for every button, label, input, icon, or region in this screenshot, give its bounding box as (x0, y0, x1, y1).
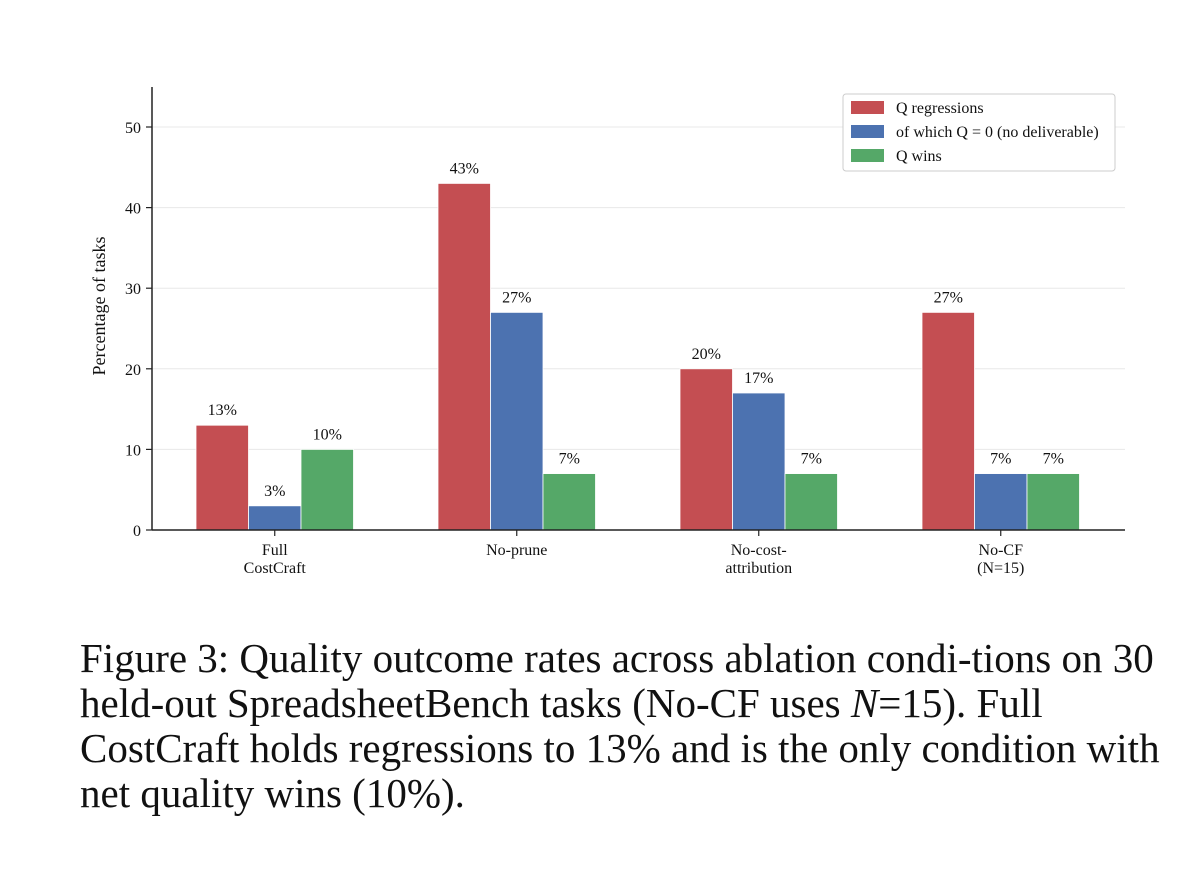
bar (248, 505, 302, 531)
bar-value-label: 10% (313, 426, 342, 443)
x-tick-label: No-cost- (731, 542, 787, 559)
figure-caption: Figure 3: Quality outcome rates across a… (80, 636, 1160, 816)
bar (679, 368, 733, 531)
x-tick-label: No-prune (486, 542, 547, 559)
bar (921, 311, 975, 531)
grid-lines (152, 126, 1125, 450)
y-axis-label: Percentage of tasks (89, 237, 109, 376)
bar-value-label: 7% (559, 451, 580, 468)
y-tick-label: 30 (125, 281, 141, 298)
bar-value-label: 43% (450, 160, 479, 177)
legend-swatch (851, 125, 884, 138)
bar (732, 392, 786, 531)
legend-swatch (851, 149, 884, 162)
bar-chart: 0 10 20 30 40 50 13% 3% 10% 43% 27% 7% 20% 17% 7% 27% 7… (89, 87, 1125, 577)
bar-value-label: 27% (934, 289, 963, 306)
bar-value-label: 3% (264, 483, 285, 500)
x-tick-label: attribution (725, 560, 792, 577)
bar (437, 183, 491, 531)
legend-entry-label: of which Q = 0 (no deliverable) (896, 124, 1099, 141)
bar-value-labels: 13% 3% 10% 43% 27% 7% 20% 17% 7% 27% 7% 7% (208, 160, 1064, 499)
legend: Q regressions of which Q = 0 (no delivera… (842, 93, 1116, 172)
y-tick-label: 0 (133, 523, 141, 540)
bar (195, 424, 249, 531)
y-tick-label: 50 (125, 120, 141, 137)
x-tick-label: No-CF (979, 542, 1024, 559)
bar (542, 473, 596, 531)
bars (195, 183, 1080, 531)
caption-n-symbol: N (850, 680, 879, 726)
bar-value-label: 27% (502, 289, 531, 306)
y-axis-ticks: 0 10 20 30 40 50 (125, 120, 152, 540)
x-tick-label: CostCraft (244, 560, 307, 577)
bar-value-label: 7% (1043, 451, 1064, 468)
bar-value-label: 17% (744, 370, 773, 387)
y-tick-label: 20 (125, 362, 141, 379)
x-tick-label: Full (262, 542, 288, 559)
bar (784, 473, 838, 531)
caption-text-1: Figure 3: Quality outcome rates across a… (80, 635, 1164, 726)
bar (300, 448, 354, 531)
bar-value-label: 13% (208, 402, 237, 419)
legend-entry-label: Q wins (896, 148, 942, 165)
y-tick-label: 40 (125, 201, 141, 218)
y-tick-label: 10 (125, 442, 141, 459)
legend-swatch (851, 101, 884, 114)
bar (490, 311, 544, 531)
x-tick-label: (N=15) (977, 560, 1024, 577)
bar-value-label: 20% (692, 346, 721, 363)
bar (1026, 473, 1080, 531)
caption-text-2: =15). Full CostCraft holds regressions t… (80, 680, 1170, 816)
bar-value-label: 7% (990, 451, 1011, 468)
bar (974, 473, 1028, 531)
legend-entry-label: Q regressions (896, 100, 984, 117)
bar-value-label: 7% (801, 451, 822, 468)
legend-frame (842, 93, 1116, 172)
